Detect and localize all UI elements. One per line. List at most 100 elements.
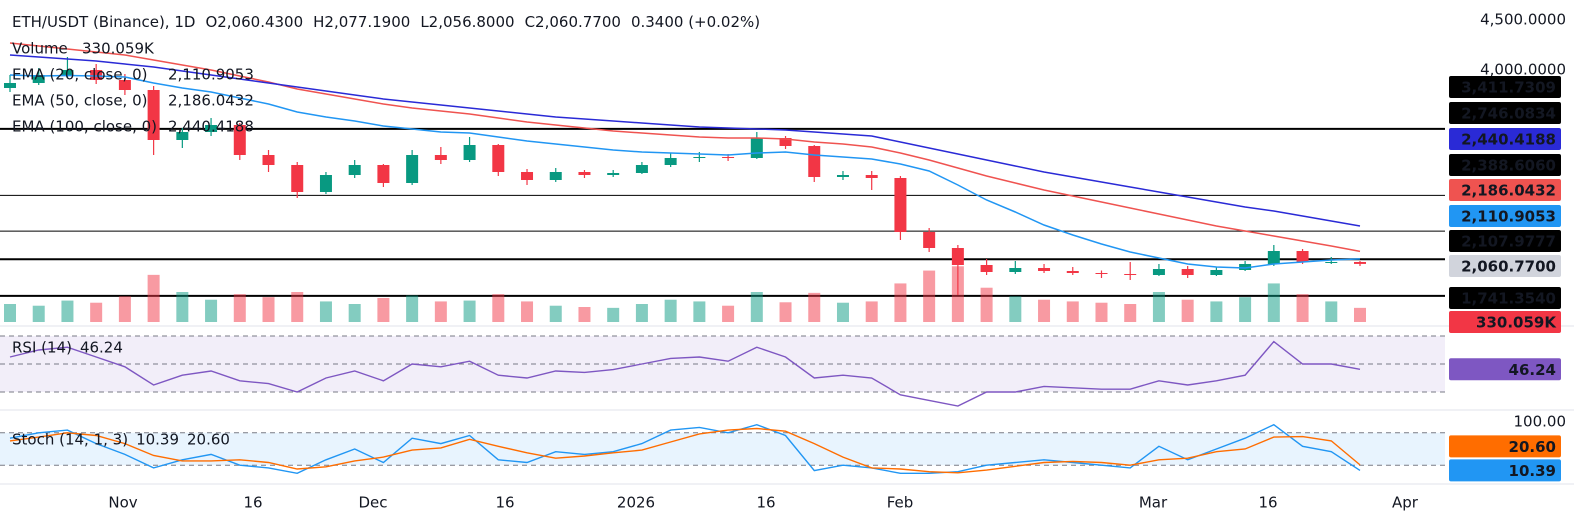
volume-bar [750,292,763,322]
volume-bar [1152,292,1165,322]
price-tag [1449,154,1561,176]
volume-bar [1239,297,1252,322]
candle-body [578,172,591,175]
candle-body [377,165,390,183]
x-tick-label: Nov [108,494,137,512]
candle-body [951,248,964,265]
candle-body [1095,273,1108,274]
candle-body [1009,268,1022,272]
volume-tag-label: 330.059K [1476,314,1557,332]
volume-bar [406,295,419,322]
candle-body [61,70,74,75]
volume-bar [434,301,447,322]
candle-body [750,138,763,158]
ohlc-key: O [205,13,217,31]
price-tag-label: 2,107.9777 [1461,233,1556,251]
volume-bar [4,304,16,322]
candle-body [549,172,562,180]
y-tick-label: 4,500.0000 [1480,11,1566,29]
volume-bar [779,302,792,322]
legend-name: Volume [12,40,68,58]
volume-tag [1449,311,1561,333]
ema-line [9,42,1361,253]
volume-bar [607,307,620,322]
volume-bar [319,301,332,322]
volume-bar [1267,283,1280,322]
volume-bar [808,292,821,322]
marks [0,42,1445,475]
volume-bar [1181,299,1194,322]
volume-bar [894,283,907,322]
candle-body [865,175,878,178]
volume-bar [664,299,677,322]
candle-body [1325,262,1338,263]
price-tag [1449,230,1561,252]
volume-bar [1210,301,1223,322]
candle-body [693,157,706,158]
candle-body [836,175,849,177]
candle-body [262,155,275,165]
candle-body [90,70,103,80]
candle-body [808,146,821,177]
price-tag [1449,287,1561,309]
volume-bar [1066,301,1079,322]
labels: 4,500.0000 4,000.0000 ETH/USDT (Binance), … [12,11,1566,512]
volume-bar [492,294,505,322]
volume-bar [1325,301,1338,322]
indicator-tag-label: 46.24 [1509,361,1556,379]
candle-body [980,265,993,272]
x-tick-label: Dec [358,494,387,512]
volume-bar [463,300,476,322]
candle-body [1210,270,1223,275]
price-tag [1449,255,1561,277]
price-tag-label: 3,411.7309 [1461,79,1556,97]
volume-bar [90,302,103,322]
indicator-tag [1449,459,1561,482]
ema-line [9,74,1361,269]
change: 0.3400 (+0.02%) [631,13,760,31]
candle-body [118,80,131,90]
legend-value: 10.39 [136,431,179,449]
candle-body [147,90,160,140]
price-tag-label: 2,440.4188 [1461,131,1556,149]
volume-bar [32,305,45,322]
ohlc-value: 2,077.1900 [324,13,410,31]
candle-body [1354,262,1366,264]
volume-bar [377,298,390,322]
volume-bar [348,304,361,322]
volume-bar [980,287,993,322]
x-tick-label: Feb [887,494,914,512]
price-tag-label: 2,110.9053 [1461,208,1556,226]
indicator-tag-label: 10.39 [1509,462,1556,480]
legend-value: 330.059K [82,40,155,58]
candle-body [722,157,735,158]
volume-bar [176,292,189,322]
legend-name: EMA (50, close, 0) [12,92,148,110]
candle-body [1181,269,1194,275]
indicator-tag-label: 20.60 [1509,438,1556,456]
ohlc-key: H [313,13,324,31]
x-tick-label: Mar [1139,494,1168,512]
indicator-tag [1449,358,1561,381]
volume-bar [722,305,735,322]
volume-bar [1038,299,1051,322]
legend-name: EMA (100, close, 0) [12,118,157,136]
price-tag [1449,76,1561,98]
candle-body [32,75,45,83]
candle-body [348,165,361,175]
ohlc-key: L [420,13,429,31]
price-tag [1449,102,1561,124]
volume-bar [205,299,218,322]
candle-body [779,138,792,146]
volume-bar [1009,296,1022,322]
candle-body [319,175,332,192]
volume-bar [635,304,648,322]
price-tag-label: 2,186.0432 [1461,182,1556,200]
volume-bar [291,292,304,322]
volume-bar [1124,304,1137,322]
volume-bar [118,296,131,322]
price-tag-label: 2,060.7700 [1461,258,1556,276]
volume-bar [1095,302,1108,322]
candle-body [434,155,447,160]
volume-bar [836,302,849,322]
